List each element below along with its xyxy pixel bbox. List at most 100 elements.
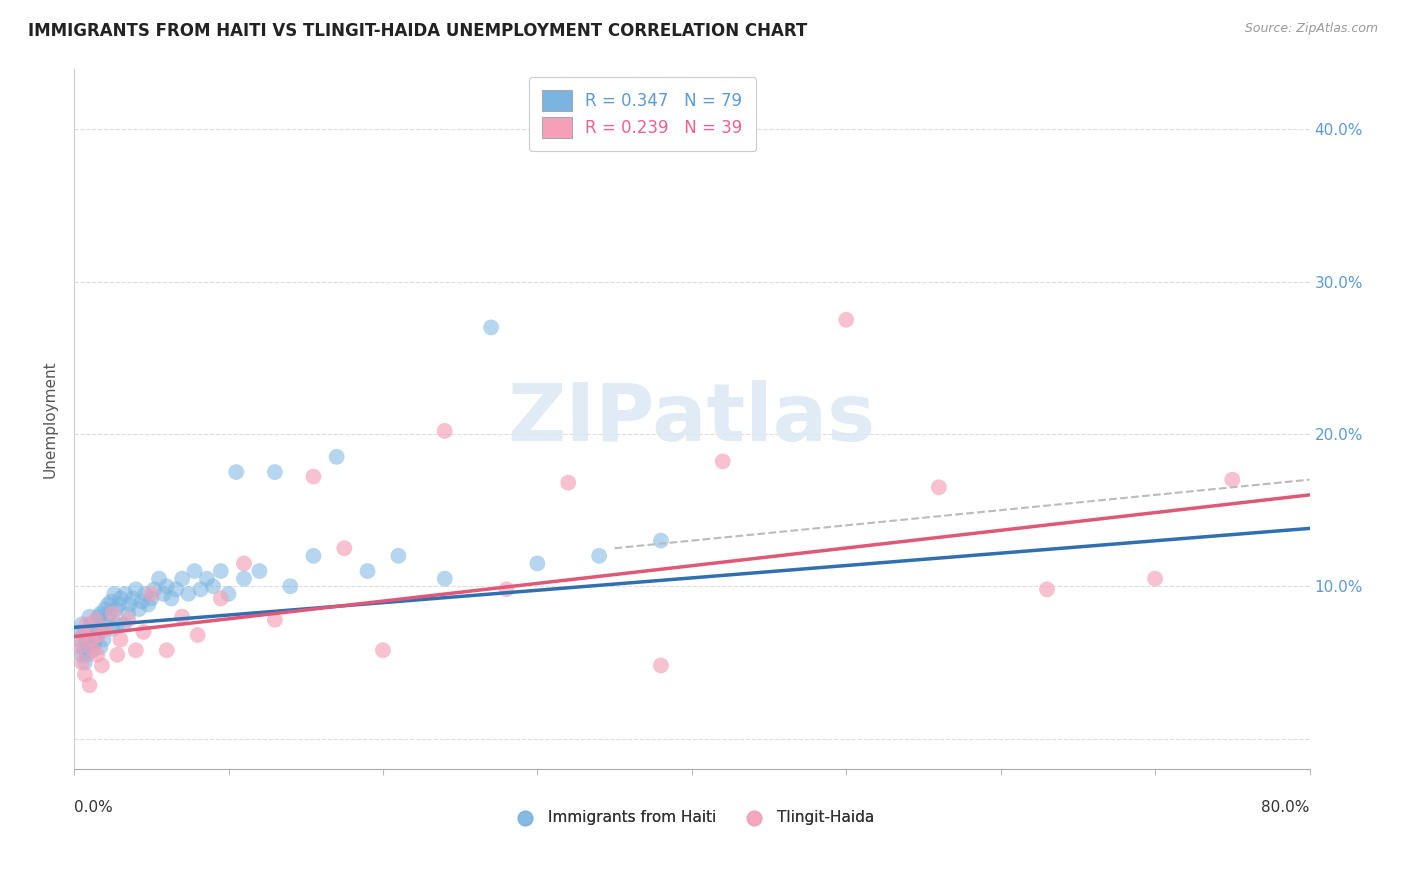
Point	[110, 591, 132, 606]
Point	[433, 424, 456, 438]
Point	[202, 579, 225, 593]
Point	[160, 591, 183, 606]
Point	[143, 582, 166, 597]
Point	[302, 549, 325, 563]
Point	[75, 648, 97, 662]
Legend: Immigrants from Haiti, Tlingit-Haida: Immigrants from Haiti, Tlingit-Haida	[503, 805, 880, 831]
Point	[928, 480, 950, 494]
Point	[90, 622, 112, 636]
Point	[73, 624, 96, 639]
Point	[172, 572, 194, 586]
Point	[79, 678, 101, 692]
Point	[94, 622, 117, 636]
Point	[87, 609, 110, 624]
Point	[73, 656, 96, 670]
Point	[152, 587, 174, 601]
Point	[79, 609, 101, 624]
Point	[86, 628, 108, 642]
Point	[94, 617, 117, 632]
Point	[70, 617, 93, 632]
Point	[117, 607, 139, 621]
Point	[73, 667, 96, 681]
Point	[83, 637, 105, 651]
Y-axis label: Unemployment: Unemployment	[44, 360, 58, 477]
Point	[82, 643, 104, 657]
Point	[557, 475, 579, 490]
Point	[103, 587, 125, 601]
Point	[134, 587, 156, 601]
Point	[225, 465, 247, 479]
Point	[72, 628, 94, 642]
Point	[93, 632, 115, 647]
Point	[80, 632, 103, 647]
Text: 0.0%: 0.0%	[75, 799, 112, 814]
Point	[75, 617, 97, 632]
Point	[125, 643, 148, 657]
Point	[1144, 572, 1167, 586]
Point	[278, 579, 301, 593]
Point	[141, 587, 163, 601]
Point	[82, 643, 104, 657]
Point	[156, 579, 179, 593]
Point	[105, 648, 128, 662]
Point	[333, 541, 356, 556]
Point	[650, 658, 672, 673]
Point	[1036, 582, 1059, 597]
Point	[86, 648, 108, 662]
Point	[87, 624, 110, 639]
Point	[371, 643, 394, 657]
Point	[118, 598, 141, 612]
Point	[495, 582, 517, 597]
Point	[263, 613, 285, 627]
Point	[177, 587, 200, 601]
Point	[75, 632, 97, 647]
Point	[101, 607, 124, 621]
Point	[112, 617, 135, 632]
Point	[209, 591, 232, 606]
Point	[526, 557, 548, 571]
Point	[90, 658, 112, 673]
Point	[711, 454, 734, 468]
Point	[190, 582, 212, 597]
Point	[247, 564, 270, 578]
Text: ZIPatlas: ZIPatlas	[508, 380, 876, 458]
Text: Source: ZipAtlas.com: Source: ZipAtlas.com	[1244, 22, 1378, 36]
Point	[263, 465, 285, 479]
Point	[356, 564, 378, 578]
Point	[233, 572, 256, 586]
Point	[70, 656, 93, 670]
Point	[125, 582, 148, 597]
Point	[77, 640, 100, 655]
Point	[108, 598, 131, 612]
Point	[100, 594, 122, 608]
Point	[101, 622, 124, 636]
Point	[80, 617, 103, 632]
Point	[79, 624, 101, 639]
Text: IMMIGRANTS FROM HAITI VS TLINGIT-HAIDA UNEMPLOYMENT CORRELATION CHART: IMMIGRANTS FROM HAITI VS TLINGIT-HAIDA U…	[28, 22, 807, 40]
Point	[86, 613, 108, 627]
Point	[195, 572, 218, 586]
Point	[233, 557, 256, 571]
Point	[97, 598, 120, 612]
Point	[72, 640, 94, 655]
Point	[165, 582, 187, 597]
Text: 80.0%: 80.0%	[1261, 799, 1309, 814]
Point	[325, 450, 347, 464]
Point	[128, 602, 150, 616]
Point	[83, 622, 105, 636]
Point	[131, 594, 153, 608]
Point	[80, 632, 103, 647]
Point	[105, 617, 128, 632]
Point	[302, 469, 325, 483]
Point	[82, 628, 104, 642]
Point	[89, 607, 111, 621]
Point	[89, 640, 111, 655]
Point	[97, 613, 120, 627]
Point	[183, 564, 205, 578]
Point	[117, 613, 139, 627]
Point	[98, 607, 121, 621]
Point	[387, 549, 409, 563]
Point	[187, 628, 209, 642]
Point	[87, 628, 110, 642]
Point	[104, 602, 127, 616]
